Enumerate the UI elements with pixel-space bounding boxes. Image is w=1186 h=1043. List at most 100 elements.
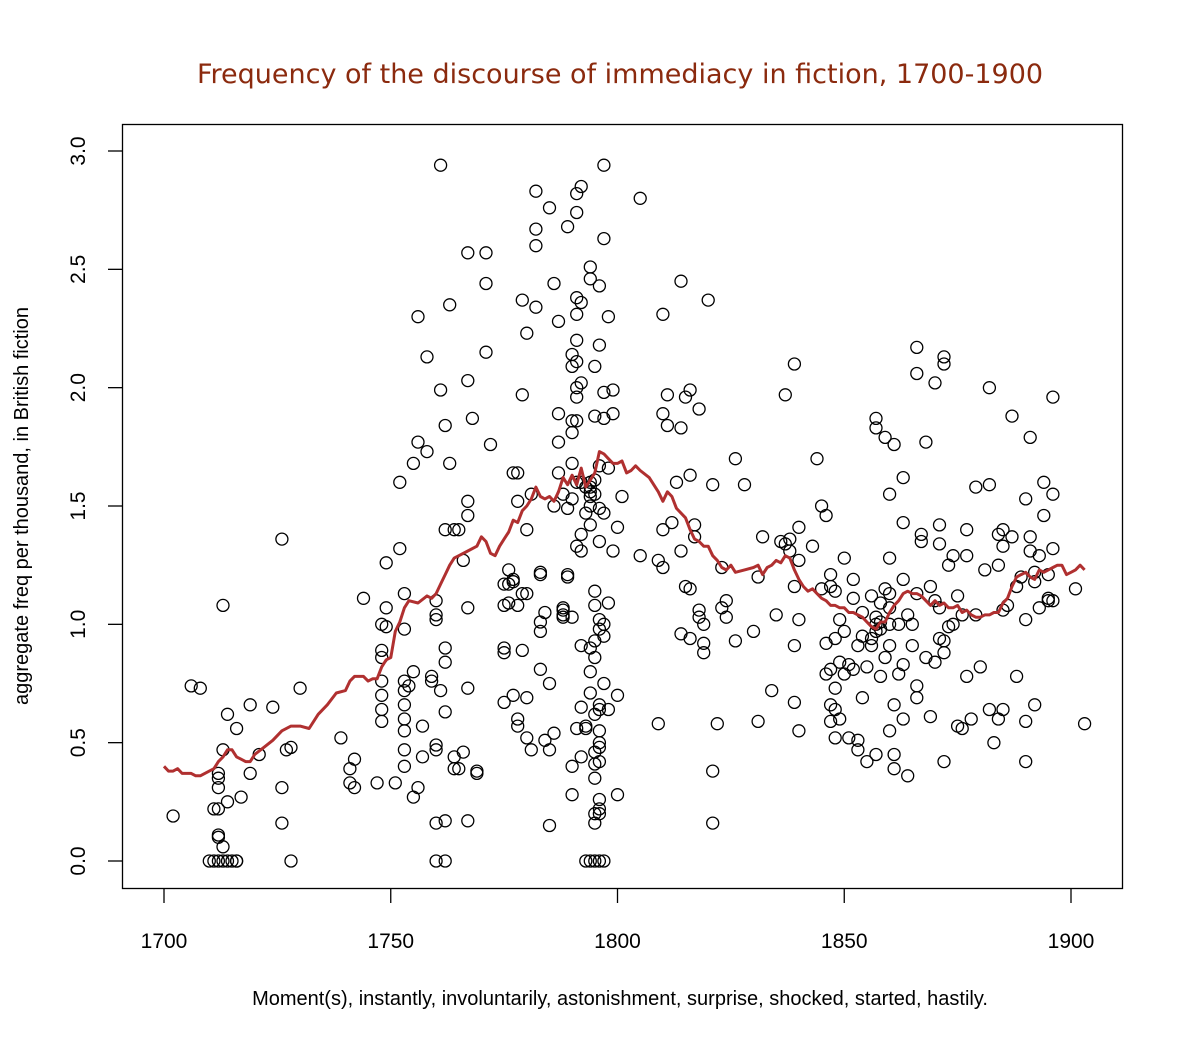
x-axis-label: Moment(s), instantly, involuntarily, ast… bbox=[252, 988, 988, 1010]
data-point bbox=[778, 537, 792, 551]
data-point bbox=[592, 702, 607, 717]
data-point bbox=[583, 260, 597, 274]
data-point bbox=[216, 854, 230, 868]
data-point bbox=[375, 643, 389, 658]
data-point bbox=[1009, 669, 1024, 684]
data-point bbox=[964, 712, 978, 726]
data-point bbox=[887, 698, 901, 712]
data-point bbox=[520, 691, 534, 705]
data-point bbox=[579, 854, 593, 868]
data-point bbox=[887, 747, 901, 762]
data-point bbox=[520, 731, 534, 745]
data-point bbox=[597, 385, 611, 400]
data-point bbox=[601, 596, 616, 610]
data-point bbox=[243, 766, 257, 781]
data-point bbox=[937, 350, 951, 364]
data-point bbox=[452, 523, 466, 537]
data-point bbox=[783, 532, 797, 546]
data-point bbox=[882, 586, 897, 601]
data-point bbox=[533, 567, 548, 582]
data-point bbox=[878, 430, 892, 445]
x-tick-label: 1700 bbox=[141, 930, 188, 953]
data-point bbox=[792, 553, 806, 568]
data-point bbox=[982, 702, 997, 717]
data-point bbox=[928, 655, 942, 669]
data-point bbox=[692, 402, 706, 416]
data-point bbox=[932, 537, 947, 551]
data-point bbox=[438, 854, 452, 868]
y-tick-label: 1.5 bbox=[67, 491, 90, 520]
data-point bbox=[570, 390, 584, 404]
data-point bbox=[347, 780, 362, 795]
data-point bbox=[896, 572, 910, 587]
data-point bbox=[207, 854, 221, 868]
data-point bbox=[592, 459, 607, 473]
data-point bbox=[411, 435, 425, 449]
data-point bbox=[225, 854, 239, 868]
data-point bbox=[687, 530, 702, 544]
data-point bbox=[1005, 530, 1019, 544]
data-point bbox=[406, 790, 421, 804]
data-point bbox=[542, 818, 557, 833]
data-point bbox=[275, 816, 289, 830]
data-point bbox=[710, 717, 724, 731]
data-point bbox=[828, 584, 842, 598]
data-point bbox=[570, 333, 584, 347]
data-point bbox=[823, 567, 838, 582]
data-point bbox=[823, 662, 838, 676]
data-point bbox=[293, 681, 307, 695]
data-point bbox=[1023, 430, 1037, 445]
data-point bbox=[570, 721, 584, 736]
data-point bbox=[211, 854, 226, 868]
data-point bbox=[946, 549, 960, 563]
data-point bbox=[220, 854, 235, 868]
data-point bbox=[937, 357, 951, 371]
data-point bbox=[1032, 601, 1046, 615]
data-point bbox=[837, 624, 851, 639]
data-point bbox=[356, 591, 371, 605]
data-point bbox=[769, 608, 783, 622]
data-point bbox=[515, 388, 529, 402]
data-point bbox=[429, 738, 443, 752]
data-point bbox=[443, 456, 457, 471]
data-point bbox=[1046, 541, 1060, 556]
data-point bbox=[202, 854, 216, 868]
data-point bbox=[860, 754, 874, 769]
data-point bbox=[887, 762, 901, 776]
data-point bbox=[479, 345, 493, 359]
chart-title: Frequency of the discourse of immediacy … bbox=[197, 59, 1043, 90]
data-point bbox=[683, 468, 697, 482]
data-point bbox=[1028, 698, 1042, 712]
data-point bbox=[937, 754, 951, 769]
data-point bbox=[588, 598, 602, 613]
data-point bbox=[411, 310, 425, 324]
trend-line bbox=[162, 450, 1086, 778]
data-point bbox=[375, 674, 389, 688]
data-point bbox=[515, 293, 529, 307]
data-point bbox=[955, 608, 969, 622]
data-point bbox=[574, 527, 588, 542]
data-point bbox=[842, 731, 856, 745]
data-point bbox=[266, 700, 280, 714]
data-point bbox=[656, 407, 670, 421]
data-point bbox=[851, 733, 865, 747]
x-tick-label: 1850 bbox=[821, 930, 868, 953]
data-point bbox=[588, 584, 602, 598]
data-point bbox=[511, 712, 525, 726]
data-point bbox=[706, 478, 720, 492]
data-point bbox=[955, 721, 969, 736]
data-point bbox=[438, 523, 452, 537]
data-point bbox=[656, 560, 670, 575]
data-point bbox=[737, 478, 752, 492]
data-point bbox=[787, 638, 802, 653]
data-point bbox=[660, 418, 675, 433]
data-point bbox=[592, 792, 607, 807]
data-point bbox=[692, 603, 706, 617]
data-point bbox=[1077, 717, 1092, 731]
data-point bbox=[574, 638, 588, 653]
data-point bbox=[583, 665, 597, 679]
data-point bbox=[583, 272, 597, 286]
data-point bbox=[370, 776, 384, 790]
data-point bbox=[601, 702, 616, 717]
